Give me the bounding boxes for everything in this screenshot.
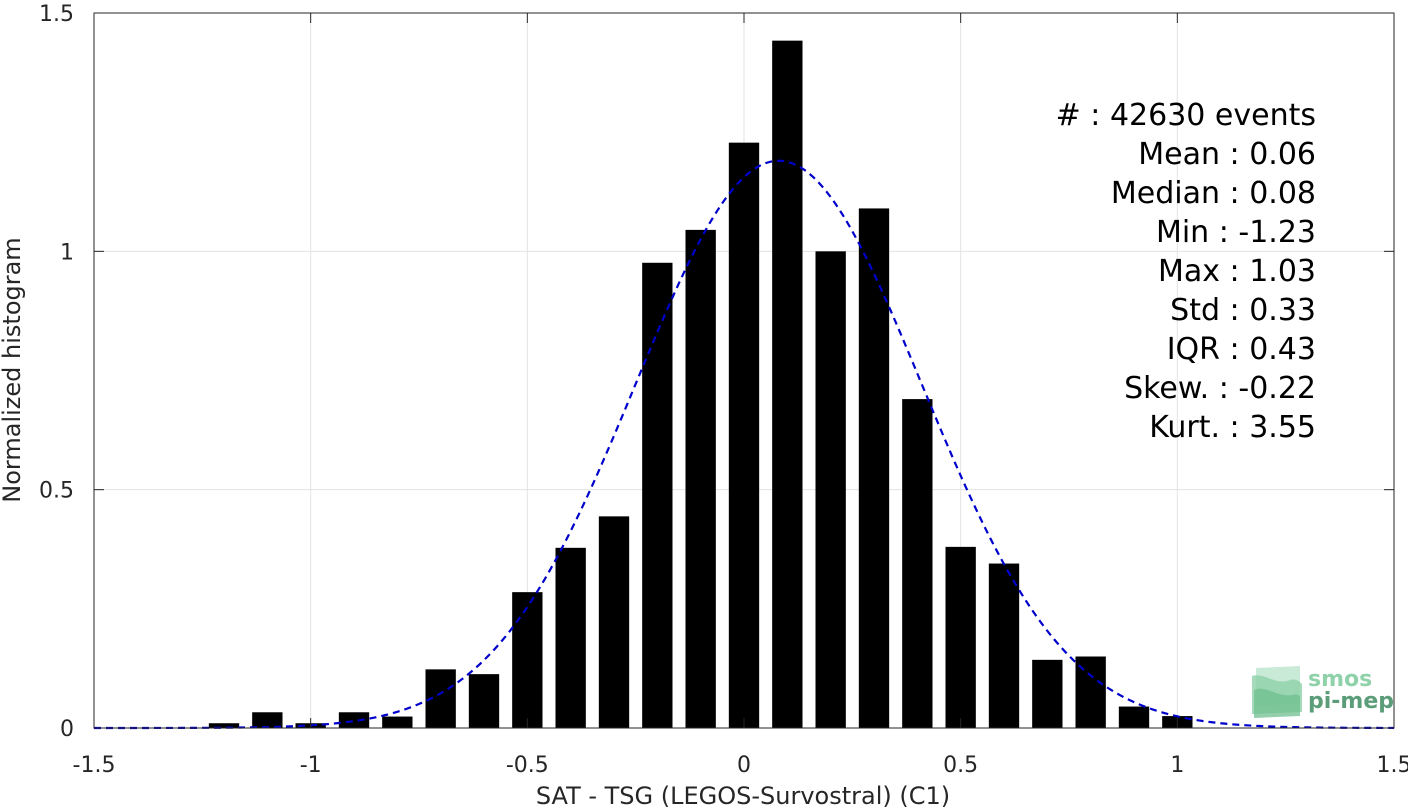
histogram-bar: [815, 251, 846, 729]
histogram-bar: [642, 262, 673, 728]
x-tick-label: -0.5: [506, 753, 549, 778]
stat-line: Min : -1.23: [1156, 215, 1316, 250]
stat-line: Median : 0.08: [1111, 176, 1316, 211]
histogram-bar: [1118, 706, 1150, 728]
y-axis-label: Normalized histogram: [0, 237, 26, 502]
stat-line: IQR : 0.43: [1167, 332, 1316, 367]
x-tick-label: 0.5: [943, 753, 978, 778]
x-tick-label: -1: [300, 753, 322, 778]
y-tick-labels: 0 0.5 1 1.5: [39, 2, 74, 742]
stat-line: Std : 0.33: [1170, 293, 1316, 328]
histogram-bar: [598, 516, 630, 728]
x-axis-label: SAT - TSG (LEGOS-Survostral) (C1): [536, 782, 950, 809]
y-tick-label: 1: [60, 240, 74, 265]
smos-pi-mep-logo: smos pi-mep: [1252, 666, 1394, 718]
histogram-bar: [208, 723, 240, 728]
histogram-bar: [685, 229, 716, 728]
histogram-bar: [728, 142, 760, 729]
x-tick-labels: -1.5 -1 -0.5 0 0.5 1 1.5: [73, 753, 1408, 778]
histogram-bar: [512, 592, 543, 728]
y-tick-label: 0: [60, 717, 74, 742]
histogram-bar: [1075, 656, 1106, 728]
histogram-bar: [988, 563, 1020, 728]
waves-icon: [1252, 666, 1302, 718]
histogram-bar: [382, 716, 413, 728]
histogram-bar: [555, 547, 586, 728]
x-tick-label: 1.5: [1377, 753, 1408, 778]
histogram-bar: [902, 399, 933, 728]
histogram-bar: [772, 40, 803, 728]
histogram-bar: [468, 674, 500, 728]
logo-text-smos: smos: [1308, 667, 1372, 692]
stat-line: # : 42630 events: [1056, 98, 1316, 133]
stat-line: Skew. : -0.22: [1124, 371, 1316, 406]
x-tick-label: -1.5: [73, 753, 116, 778]
histogram-bar: [1032, 659, 1063, 728]
x-tick-label: 0: [737, 753, 751, 778]
histogram-bar: [252, 712, 283, 728]
stat-line: Mean : 0.06: [1138, 137, 1316, 172]
y-tick-label: 0.5: [39, 479, 74, 504]
histogram-bar: [338, 712, 370, 728]
histogram-bars: [208, 40, 1193, 729]
statistics-panel: # : 42630 events Mean : 0.06 Median : 0.08…: [1056, 98, 1316, 445]
x-tick-label: 1: [1170, 753, 1184, 778]
histogram-bar: [858, 208, 890, 728]
stat-line: Max : 1.03: [1158, 254, 1316, 289]
stat-line: Kurt. : 3.55: [1149, 410, 1316, 445]
y-tick-label: 1.5: [39, 2, 74, 27]
axis-ticks: [93, 12, 1395, 729]
histogram-bar: [945, 546, 976, 728]
logo-text-pi-mep: pi-mep: [1308, 689, 1394, 714]
